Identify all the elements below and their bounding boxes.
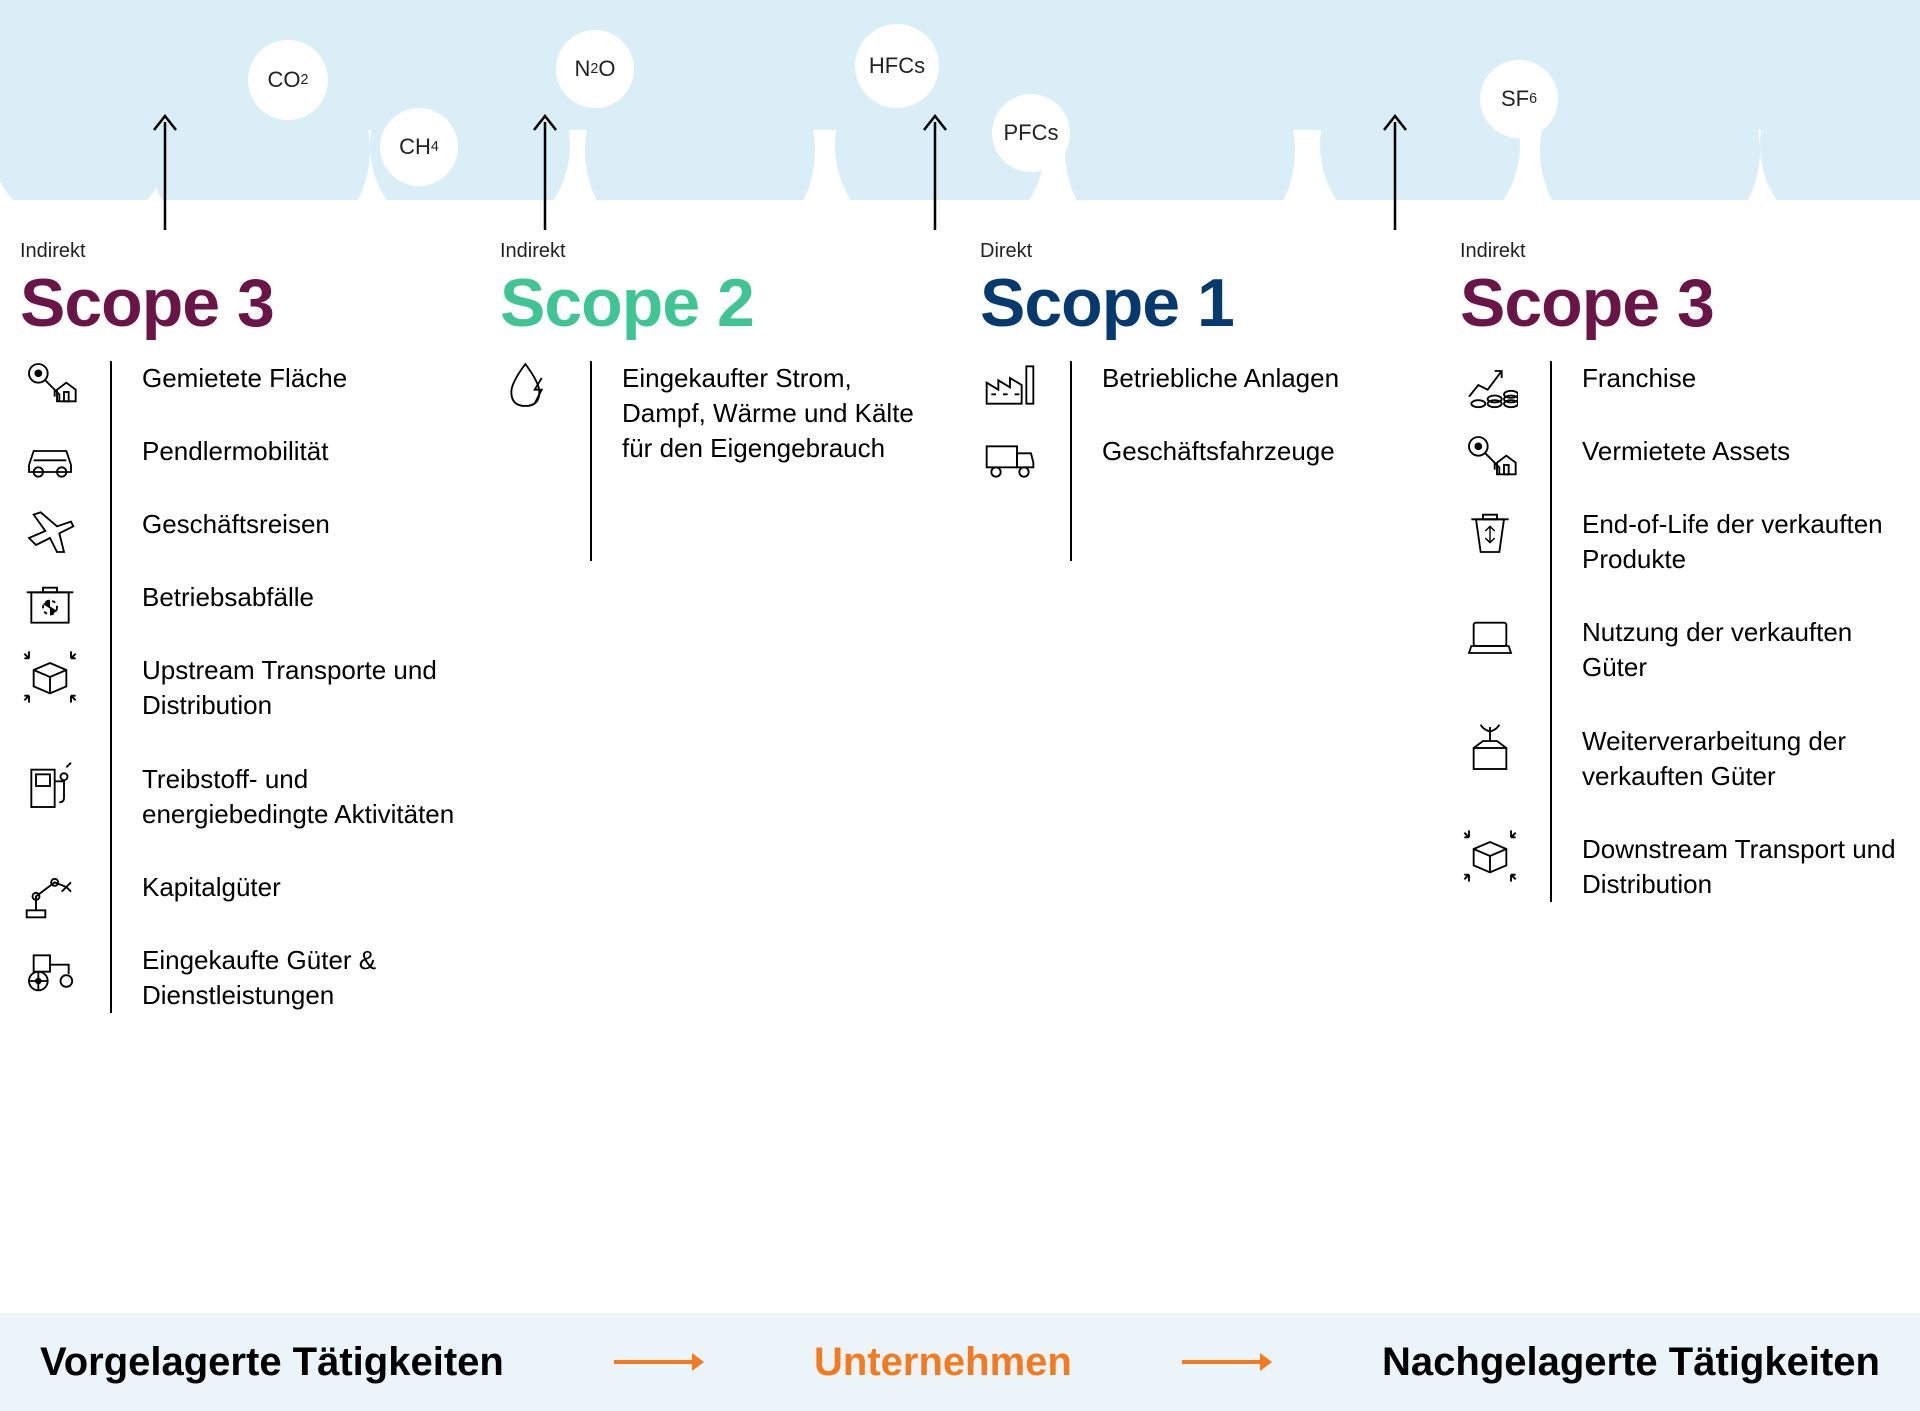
trash-cup-icon [1460,501,1520,561]
scope-item: End-of-Life der verkauften Produkte [1582,507,1900,577]
chart-coins-icon [1460,355,1520,415]
footer-arrow-icon [1182,1347,1272,1377]
scope-item-label: Weiterverarbeitung der verkauften Güter [1582,724,1900,794]
column-items: Franchise Vermietete Assets End-of-Life de… [1550,361,1900,902]
car-icon [20,428,80,488]
arrow-up-icon [530,110,560,230]
fuel-pump-icon [20,756,80,816]
scope-item: Nutzung der verkauften Güter [1582,615,1900,685]
scope-item-label: Eingekaufte Güter & Dienstleistungen [142,943,460,1013]
scope-item-label: Eingekaufter Strom, Dampf, Wärme und Käl… [622,361,940,466]
column-title: Scope 3 [1460,269,1900,337]
scope-item-label: Pendlermobilität [142,434,328,469]
footer-right: Nachgelagerte Tätigkeiten [1382,1340,1880,1385]
gas-badge: CO2 [248,40,328,120]
footer-center: Unternehmen [814,1340,1072,1385]
gas-badge: SF6 [1480,60,1558,138]
box-arrows-icon [1460,826,1520,886]
scope-item-label: Geschäftsreisen [142,507,330,542]
airplane-icon [20,501,80,561]
scope-item: Franchise [1582,361,1900,396]
gas-badge: PFCs [992,94,1070,172]
gas-badge: CH4 [380,108,458,186]
robot-arm-icon [20,864,80,924]
gas-badge: HFCs [855,24,939,108]
scope-item-label: Upstream Transporte und Distribution [142,653,460,723]
scope-item-label: End-of-Life der verkauften Produkte [1582,507,1900,577]
footer-arrow-icon [614,1347,704,1377]
laptop-icon [1460,609,1520,669]
truck-icon [980,428,1040,488]
plant-box-icon [1460,718,1520,778]
scope-item-label: Franchise [1582,361,1696,396]
scope-item: Upstream Transporte und Distribution [142,653,460,723]
column-items: Betriebliche Anlagen Geschäftsfahrzeuge [1070,361,1420,561]
gas-badge: N2O [556,30,634,108]
scope-item-label: Nutzung der verkauften Güter [1582,615,1900,685]
scope-item: Eingekaufte Güter & Dienstleistungen [142,943,460,1013]
scope-item: Betriebsabfälle [142,580,460,615]
scope-item-label: Vermietete Assets [1582,434,1790,469]
scope-item: Eingekaufter Strom, Dampf, Wärme und Käl… [622,361,940,466]
column-title: Scope 3 [20,269,460,337]
scope-column-scope3_up: Indirekt Scope 3 Gemietete Fläche Pendlermo… [20,240,460,1013]
scope-item-label: Betriebliche Anlagen [1102,361,1339,396]
scope-item: Betriebliche Anlagen [1102,361,1420,396]
scope-column-scope2: Indirekt Scope 2 Eingekaufter Strom, Dampf… [500,240,940,1013]
scope-item-label: Kapitalgüter [142,870,281,905]
scope-item-label: Betriebsabfälle [142,580,314,615]
drop-bolt-icon [500,355,560,415]
arrow-up-icon [150,110,180,230]
factory-icon [980,355,1040,415]
column-title: Scope 1 [980,269,1420,337]
scope-item: Gemietete Fläche [142,361,460,396]
scope-item-label: Treibstoff- und energiebedingte Aktivitä… [142,762,460,832]
footer-left: Vorgelagerte Tätigkeiten [40,1340,504,1385]
scope-item: Geschäftsreisen [142,507,460,542]
tractor-icon [20,937,80,997]
column-title: Scope 2 [500,269,940,337]
column-items: Eingekaufter Strom, Dampf, Wärme und Käl… [590,361,940,561]
scope-item-label: Downstream Transport und Distribution [1582,832,1900,902]
scope-item: Treibstoff- und energiebedingte Aktivitä… [142,762,460,832]
column-sublabel: Direkt [980,240,1420,263]
arrow-up-icon [920,110,950,230]
column-sublabel: Indirekt [20,240,460,263]
key-house-icon [1460,428,1520,488]
scope-column-scope3_down: Indirekt Scope 3 Franchise Vermietete Asset… [1460,240,1900,1013]
scope-item: Downstream Transport und Distribution [1582,832,1900,902]
scope-item: Kapitalgüter [142,870,460,905]
scope-columns: Indirekt Scope 3 Gemietete Fläche Pendlermo… [20,240,1900,1013]
column-items: Gemietete Fläche Pendlermobilität Geschäft… [110,361,460,1013]
column-sublabel: Indirekt [1460,240,1900,263]
key-house-icon [20,355,80,415]
scope-item: Geschäftsfahrzeuge [1102,434,1420,469]
scope-item-label: Gemietete Fläche [142,361,347,396]
scope-column-scope1: Direkt Scope 1 Betriebliche Anlagen Geschäf… [980,240,1420,1013]
recycle-bin-icon [20,574,80,634]
box-arrows-icon [20,647,80,707]
arrow-up-icon [1380,110,1410,230]
footer-bar: Vorgelagerte Tätigkeiten Unternehmen Nac… [0,1313,1920,1411]
scope-item: Vermietete Assets [1582,434,1900,469]
column-sublabel: Indirekt [500,240,940,263]
scope-item: Pendlermobilität [142,434,460,469]
scope-item: Weiterverarbeitung der verkauften Güter [1582,724,1900,794]
scope-item-label: Geschäftsfahrzeuge [1102,434,1335,469]
